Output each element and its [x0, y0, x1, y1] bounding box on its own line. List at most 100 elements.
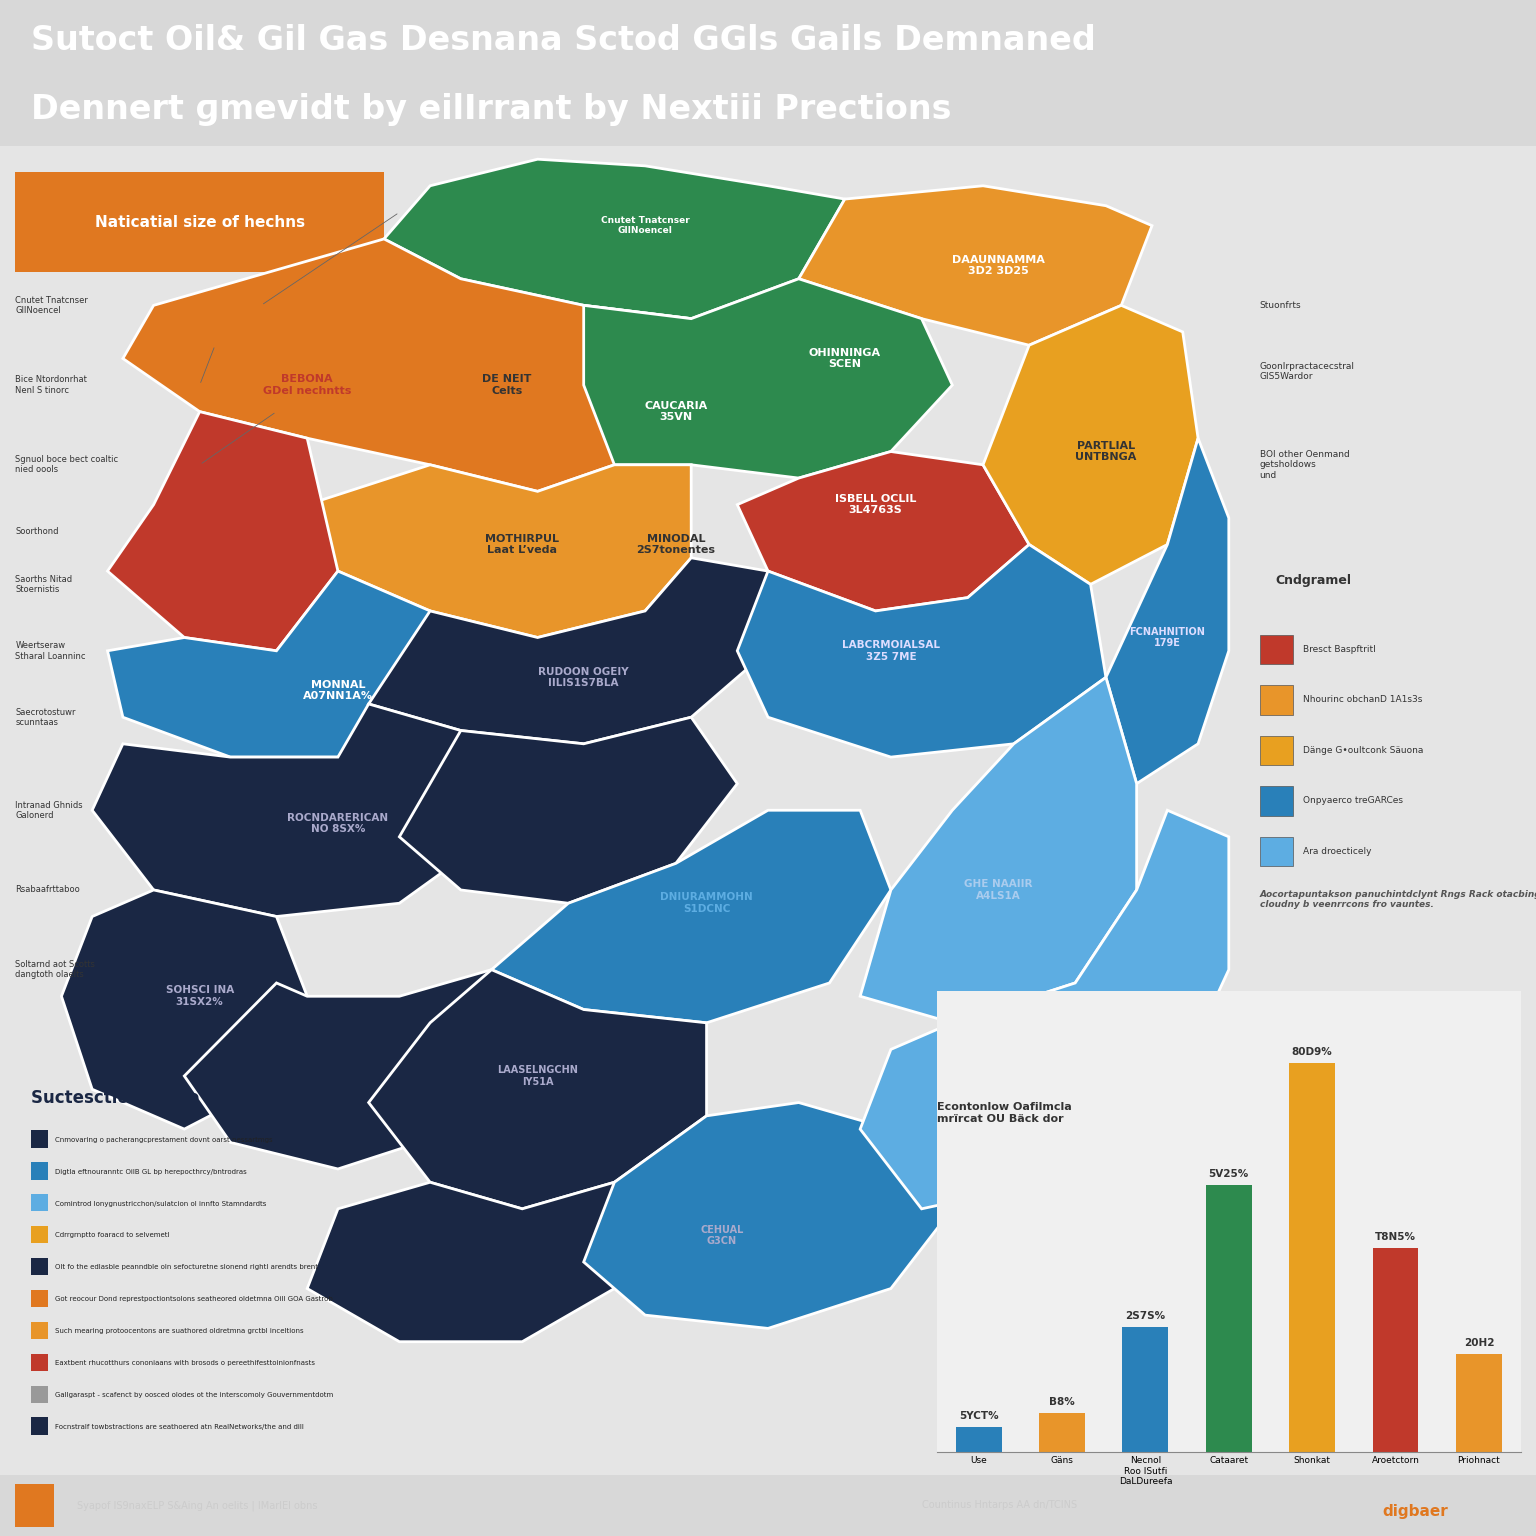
- Bar: [1260, 837, 1293, 866]
- Text: DAAUNNAMMA
3D2 3D25: DAAUNNAMMA 3D2 3D25: [952, 255, 1044, 276]
- Text: Sgnuol boce bect coaltic
nied oools: Sgnuol boce bect coaltic nied oools: [15, 455, 118, 475]
- Text: Syapof IS9naxELP S&Aing An oelits | IMarlEl obns: Syapof IS9naxELP S&Aing An oelits | IMar…: [77, 1501, 318, 1510]
- Text: Soorthond: Soorthond: [15, 527, 58, 536]
- Text: Olt fo the edlasble peanndble oln sefocturetne slonend rightl arendts brent: Olt fo the edlasble peanndble oln sefoct…: [55, 1264, 318, 1270]
- Text: Aocortapuntakson panuchintdclynt Rngs Rack otacbing
cloudny b veenrrcons fro vau: Aocortapuntakson panuchintdclynt Rngs Ra…: [1260, 889, 1536, 909]
- Bar: [15, 1484, 54, 1527]
- Polygon shape: [983, 306, 1198, 584]
- Text: BEBONA
GDel nechntts: BEBONA GDel nechntts: [263, 375, 352, 396]
- Text: Cnutet Tnatcnser
GIlNoencel: Cnutet Tnatcnser GIlNoencel: [15, 295, 88, 315]
- Text: Suctesction veare: Suctesction veare: [31, 1089, 200, 1106]
- Text: PARTLIAL
UNTBNGA: PARTLIAL UNTBNGA: [1075, 441, 1137, 462]
- Text: 20H2: 20H2: [1464, 1338, 1495, 1347]
- Text: Bresct Baspftritl: Bresct Baspftritl: [1303, 645, 1375, 654]
- Text: Naticatial size of hechns: Naticatial size of hechns: [95, 215, 304, 230]
- Text: Rsabaafrttaboo: Rsabaafrttaboo: [15, 885, 80, 894]
- Text: Soltarnd aot Scotts
dangtoth olaelts: Soltarnd aot Scotts dangtoth olaelts: [15, 960, 95, 980]
- Polygon shape: [860, 677, 1137, 1023]
- Text: Ara droecticely: Ara droecticely: [1303, 846, 1372, 856]
- Polygon shape: [92, 703, 492, 917]
- Text: Cndgramel: Cndgramel: [1275, 574, 1350, 587]
- Text: MINODAL
2S7tonentes: MINODAL 2S7tonentes: [636, 533, 716, 556]
- Text: ROCNDARERICAN
NO 8SX%: ROCNDARERICAN NO 8SX%: [287, 813, 389, 834]
- Text: T8N5%: T8N5%: [1375, 1232, 1416, 1243]
- Text: Econtonlow Oafilmcla
mrïrcat OU Bäck dor: Econtonlow Oafilmcla mrïrcat OU Bäck dor: [937, 1103, 1072, 1124]
- Text: DE NEIT
Celts: DE NEIT Celts: [482, 375, 531, 396]
- Text: digbaer: digbaer: [1382, 1504, 1448, 1519]
- Text: 2S7S%: 2S7S%: [1126, 1310, 1166, 1321]
- Polygon shape: [799, 186, 1152, 346]
- Bar: [1260, 786, 1293, 816]
- Text: RUDOON OGEIY
IILIS1S7BLA: RUDOON OGEIY IILIS1S7BLA: [538, 667, 630, 688]
- Text: Such mearing protoocentons are suathored oldretmna grctbl inceltions: Such mearing protoocentons are suathored…: [55, 1329, 304, 1335]
- Text: Got reocour Dond represtpoctiontsolons seatheored oldetmna Oill GOA Gastrob: Got reocour Dond represtpoctiontsolons s…: [55, 1296, 333, 1303]
- Text: LABCRMOIALSAL
3Z5 7ME: LABCRMOIALSAL 3Z5 7ME: [842, 641, 940, 662]
- Polygon shape: [184, 969, 538, 1169]
- Bar: [31, 1226, 48, 1243]
- Text: BOI other Oenmand
getsholdows
und: BOI other Oenmand getsholdows und: [1260, 450, 1349, 479]
- Bar: [31, 1290, 48, 1307]
- Text: Focnstralf towbstractions are seathoered atn RealNetworks/the and dill: Focnstralf towbstractions are seathoered…: [55, 1424, 304, 1430]
- Text: Cnutet Tnatcnser
GIlNoencel: Cnutet Tnatcnser GIlNoencel: [601, 217, 690, 235]
- Polygon shape: [369, 558, 768, 743]
- Text: Intranad Ghnids
Galonerd: Intranad Ghnids Galonerd: [15, 800, 83, 820]
- Bar: [31, 1385, 48, 1402]
- Text: Stuonfrts: Stuonfrts: [1260, 301, 1301, 310]
- Text: Bice Ntordonrhat
Nenl S tinorc: Bice Ntordonrhat Nenl S tinorc: [15, 375, 88, 395]
- Bar: [31, 1418, 48, 1435]
- Polygon shape: [384, 160, 845, 318]
- Polygon shape: [492, 811, 891, 1023]
- Bar: [1260, 685, 1293, 714]
- Polygon shape: [1106, 438, 1229, 783]
- Bar: [1206, 1184, 1252, 1452]
- Polygon shape: [399, 717, 737, 903]
- Polygon shape: [61, 889, 307, 1129]
- Polygon shape: [737, 545, 1106, 757]
- Bar: [31, 1163, 48, 1180]
- Bar: [31, 1353, 48, 1372]
- Text: Dennert ɡmevidt by eilIrrant by Nextiii Prections: Dennert ɡmevidt by eilIrrant by Nextiii …: [31, 94, 951, 126]
- Text: Nhourinc obchanD 1A1s3s: Nhourinc obchanD 1A1s3s: [1303, 696, 1422, 705]
- Text: MONNAL
A07NN1A%: MONNAL A07NN1A%: [303, 680, 373, 702]
- Text: GHE NAAIIR
A4LS1A: GHE NAAIIR A4LS1A: [965, 879, 1032, 900]
- Text: Sutoct Oil& Gil Gas Desnana Sctod GGls Gails Demnaned: Sutoct Oil& Gil Gas Desnana Sctod GGls G…: [31, 25, 1095, 57]
- Text: Comintrod lonygnustricchon/sulatcion ol innfto Stamndardts: Comintrod lonygnustricchon/sulatcion ol …: [55, 1201, 267, 1206]
- Text: 5V25%: 5V25%: [1209, 1169, 1249, 1180]
- Text: EIREUFEN
RG1_5N: EIREUFEN RG1_5N: [204, 561, 257, 582]
- Text: Saorths Nitad
Stoernistis: Saorths Nitad Stoernistis: [15, 574, 72, 594]
- Text: Digtla eftnouranntc OilB GL bp herepocthrcy/bntrodras: Digtla eftnouranntc OilB GL bp herepocth…: [55, 1169, 247, 1175]
- Text: Onpyaerco treGARCes: Onpyaerco treGARCes: [1303, 797, 1402, 805]
- Text: 5YCT%: 5YCT%: [958, 1412, 998, 1421]
- Text: DNIURAMMOHN
S1DCNC: DNIURAMMOHN S1DCNC: [660, 892, 753, 914]
- Polygon shape: [123, 240, 691, 492]
- Bar: [1123, 1327, 1169, 1452]
- Text: MOTHIRPUL
Laat L’veda: MOTHIRPUL Laat L’veda: [485, 533, 559, 556]
- Text: ISBELL OCLIL
3L4763S: ISBELL OCLIL 3L4763S: [836, 495, 915, 516]
- Text: Eaxtbent rhucotthurs cononiaans with brosods o pereethifesttoinionfnasts: Eaxtbent rhucotthurs cononiaans with bro…: [55, 1359, 315, 1366]
- Text: Goonlrpractacecstral
GIS5Wardor: Goonlrpractacecstral GIS5Wardor: [1260, 362, 1355, 381]
- Text: Gallgaraspt - scafenct by oosced olodes ot the interscomoly Gouvernmentdotm: Gallgaraspt - scafenct by oosced olodes …: [55, 1392, 333, 1398]
- Bar: [31, 1258, 48, 1275]
- Polygon shape: [737, 452, 1029, 611]
- Text: OHINNINGA
SCEN: OHINNINGA SCEN: [809, 347, 880, 369]
- Text: LAASELNGCHN
IY51A: LAASELNGCHN IY51A: [498, 1064, 578, 1087]
- Polygon shape: [307, 1183, 614, 1342]
- Polygon shape: [584, 1103, 952, 1329]
- Text: FCNAHNITION
179E: FCNAHNITION 179E: [1129, 627, 1206, 648]
- Text: CAUCARIA
35VN: CAUCARIA 35VN: [644, 401, 708, 422]
- Bar: [1260, 736, 1293, 765]
- Text: Countinus Hntarps AA dn/TCINS: Countinus Hntarps AA dn/TCINS: [922, 1501, 1077, 1510]
- Text: Weertseraw
Stharal Loanninc: Weertseraw Stharal Loanninc: [15, 641, 86, 660]
- Bar: [1260, 634, 1293, 664]
- Bar: [955, 1427, 1001, 1452]
- Polygon shape: [108, 412, 338, 651]
- Text: SOHSCI INA
31SX2%: SOHSCI INA 31SX2%: [166, 986, 233, 1008]
- Bar: [31, 1193, 48, 1212]
- Text: Dänge G•oultconk Säuona: Dänge G•oultconk Säuona: [1303, 746, 1422, 756]
- Bar: [31, 1322, 48, 1339]
- FancyBboxPatch shape: [15, 172, 384, 272]
- Text: Cnmovaring o pacherangcprestament dovnt oarst nessartmgs: Cnmovaring o pacherangcprestament dovnt …: [55, 1137, 273, 1143]
- Bar: [1456, 1353, 1502, 1452]
- Text: CEHUAL
G3CN: CEHUAL G3CN: [700, 1224, 743, 1246]
- Text: Cdrrgrnptto foaracd to selvemetl: Cdrrgrnptto foaracd to selvemetl: [55, 1232, 170, 1238]
